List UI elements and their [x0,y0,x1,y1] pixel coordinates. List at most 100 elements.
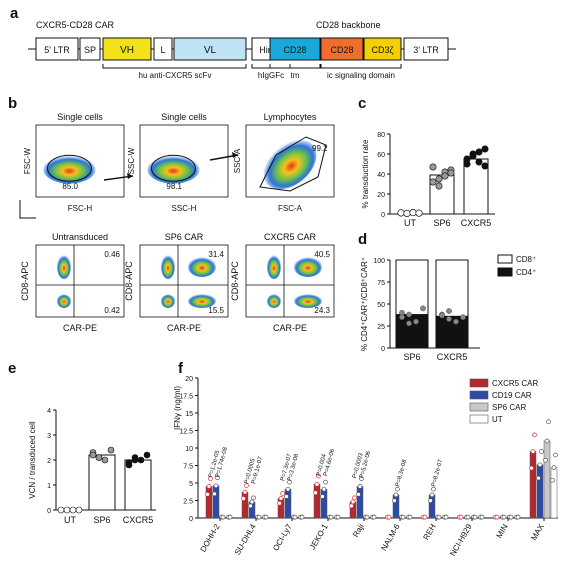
data-point [544,438,550,444]
flow-density [267,255,281,279]
legend-label: SP6 CAR [492,403,526,412]
flow-quadrant-value: 31.4 [208,250,224,259]
data-point [447,169,455,177]
construct-annotation: hu anti-CXCR5 scFv [139,71,212,80]
data-point [406,320,412,327]
y-tick-label: 25 [377,324,385,331]
construct-segment-label: CD3ζ [372,45,394,55]
construct-segment [403,37,449,61]
p-value-label: P=8.2e-07 [431,458,444,487]
data-point [436,514,442,520]
bar [356,486,364,519]
data-point [137,456,145,464]
flow-density [57,255,71,279]
legend-swatch [469,402,489,412]
data-point [460,314,466,321]
construct-bracket [251,64,291,69]
flow-plot-title: Single cells [161,112,207,122]
y-tick-label: 0 [189,516,193,523]
legend-swatch [469,390,489,400]
bar [124,459,152,511]
x-tick-label: Raji [351,522,366,539]
data-point [435,182,443,190]
flow-density [188,257,216,277]
y-tick-label: 2.5 [183,499,193,506]
data-point [553,452,558,458]
y-tick-label: 10 [185,446,193,453]
data-point [287,479,292,485]
data-point [292,514,298,520]
legend-label: CD19 CAR [492,391,532,400]
data-point [277,500,282,506]
data-point [349,503,354,509]
data-point [321,486,327,492]
data-point [441,172,449,180]
flow-ylabel: CD8-APC [20,261,30,301]
construct-segment-label: 5' LTR [44,45,70,55]
y-axis-label: IFNγ (ng/ml) [173,386,182,430]
legend-swatch [497,267,513,277]
data-point [323,479,328,485]
y-tick-label: 12.5 [179,429,193,436]
y-tick-label: 1 [47,483,51,490]
data-point [107,446,115,454]
data-point [69,506,77,514]
data-point [316,473,321,479]
x-tick-label: JEKO-1 [308,522,330,551]
data-point [472,514,478,520]
flow-cytometry-plots: Single cells 85.0 FSC-W FSC-H Single cells 98… [19,112,335,333]
bar-cd4 [395,314,429,349]
flow-quadrant-value: 15.5 [208,306,224,315]
flow-density [188,294,216,308]
legend-label: CD8⁺ [516,255,536,264]
data-point [407,514,413,520]
x-tick-label: CXCR5 [437,352,468,362]
flow-quadrant-value: 40.5 [314,250,330,259]
data-point [278,496,284,501]
x-tick-label: SP6 [403,352,420,362]
y-tick-label: 50 [377,302,385,309]
data-point [550,477,555,483]
data-point [299,514,305,520]
panel-label-b: b [8,95,17,112]
y-tick-label: 17.5 [179,394,193,401]
legend-label: CD4⁺ [516,268,536,277]
data-point [249,499,255,505]
data-point [400,514,406,520]
data-point [420,305,426,312]
x-tick-label: SP6 [93,515,110,525]
construct-segment [269,37,321,61]
bar [320,489,328,519]
data-point [220,514,226,520]
flow-density [263,139,317,190]
flow-quadrant-value: 24.3 [314,306,330,315]
y-axis-label: % CD4⁺CAR⁺/CD8⁺CAR⁺ [360,257,369,351]
data-point [429,163,437,171]
data-point [57,506,65,514]
x-tick-label: MIN [495,522,510,539]
x-tick-label: REH [421,522,437,541]
y-tick-label: 20 [185,376,193,383]
data-point [539,449,544,454]
data-point [409,209,417,217]
y-tick-label: 80 [377,132,385,139]
bar [212,485,220,519]
flow-gate [259,136,327,192]
flow-density [147,155,200,184]
data-point [208,476,213,481]
data-point [251,495,256,501]
y-axis-label: % transduction rate [361,139,370,208]
bar-cd8 [395,259,429,316]
data-point [446,308,452,314]
construct-segment-label: CD28 [330,45,353,55]
chart-transduction-rate: 0 20 40 60 80 % transduction rate UT SP6 CXCR5 [361,132,495,228]
data-point [215,475,220,481]
y-tick-label: 4 [47,408,51,415]
data-point [431,486,436,492]
data-point [63,506,71,514]
data-point [206,484,212,489]
flow-ylabel: CD8-APC [230,261,240,301]
axis-arrow-icon [19,200,36,219]
construct-segment [35,37,79,61]
